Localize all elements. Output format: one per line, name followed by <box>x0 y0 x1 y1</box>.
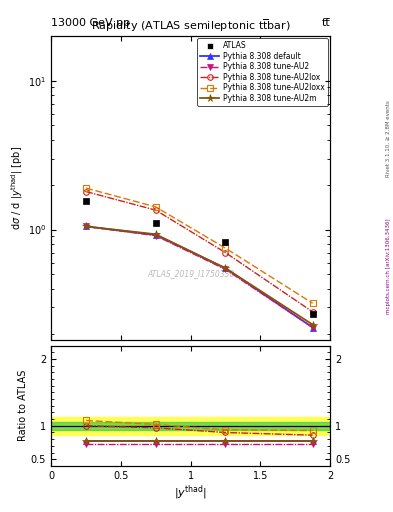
Line: ATLAS: ATLAS <box>83 198 316 318</box>
Pythia 8.308 tune-AU2m <box>84 223 88 229</box>
Pythia 8.308 tune-AU2 <box>223 266 228 272</box>
Title: Rapidity (ATLAS semileptonic t$\overline{\rm t}$bar): Rapidity (ATLAS semileptonic t$\overline… <box>91 17 290 34</box>
Pythia 8.308 tune-AU2loxx <box>310 300 315 306</box>
Pythia 8.308 tune-AU2 <box>310 325 315 331</box>
Pythia 8.308 tune-AU2lox <box>310 309 315 315</box>
Legend: ATLAS, Pythia 8.308 default, Pythia 8.308 tune-AU2, Pythia 8.308 tune-AU2lox, Py: ATLAS, Pythia 8.308 default, Pythia 8.30… <box>197 38 328 106</box>
Line: Pythia 8.308 tune-AU2loxx: Pythia 8.308 tune-AU2loxx <box>83 185 316 306</box>
Pythia 8.308 tune-AU2m <box>153 231 158 238</box>
Pythia 8.308 default <box>84 223 88 229</box>
Y-axis label: Ratio to ATLAS: Ratio to ATLAS <box>18 370 28 441</box>
Pythia 8.308 default <box>223 265 228 271</box>
ATLAS <box>223 239 228 245</box>
Pythia 8.308 default <box>310 325 315 331</box>
Y-axis label: d$\sigma$ / d $|y^{\rm thad}|$ [pb]: d$\sigma$ / d $|y^{\rm thad}|$ [pb] <box>9 146 25 230</box>
ATLAS <box>84 198 88 204</box>
Pythia 8.308 tune-AU2lox <box>84 188 88 195</box>
Pythia 8.308 tune-AU2loxx <box>84 185 88 191</box>
Text: mcplots.cern.ch [arXiv:1306.3436]: mcplots.cern.ch [arXiv:1306.3436] <box>386 219 391 314</box>
Line: Pythia 8.308 tune-AU2lox: Pythia 8.308 tune-AU2lox <box>83 189 316 315</box>
Pythia 8.308 tune-AU2lox <box>223 249 228 255</box>
Text: Rivet 3.1.10, ≥ 2.8M events: Rivet 3.1.10, ≥ 2.8M events <box>386 100 391 177</box>
Pythia 8.308 tune-AU2lox <box>153 207 158 213</box>
Pythia 8.308 tune-AU2m <box>223 265 228 271</box>
X-axis label: $|y^{\rm thad}|$: $|y^{\rm thad}|$ <box>174 483 207 502</box>
Line: Pythia 8.308 default: Pythia 8.308 default <box>83 223 316 331</box>
Pythia 8.308 tune-AU2 <box>153 232 158 239</box>
Pythia 8.308 tune-AU2loxx <box>153 204 158 210</box>
Line: Pythia 8.308 tune-AU2m: Pythia 8.308 tune-AU2m <box>82 223 316 328</box>
ATLAS <box>153 220 158 226</box>
Pythia 8.308 tune-AU2 <box>84 223 88 229</box>
Text: tt̅: tt̅ <box>321 18 330 28</box>
Pythia 8.308 tune-AU2m <box>310 322 315 328</box>
Line: Pythia 8.308 tune-AU2: Pythia 8.308 tune-AU2 <box>83 224 316 330</box>
ATLAS <box>310 311 315 317</box>
Pythia 8.308 default <box>153 232 158 238</box>
Pythia 8.308 tune-AU2loxx <box>223 245 228 251</box>
Text: 13000 GeV pp: 13000 GeV pp <box>51 18 130 28</box>
Text: ATLAS_2019_I1750330: ATLAS_2019_I1750330 <box>147 269 234 278</box>
